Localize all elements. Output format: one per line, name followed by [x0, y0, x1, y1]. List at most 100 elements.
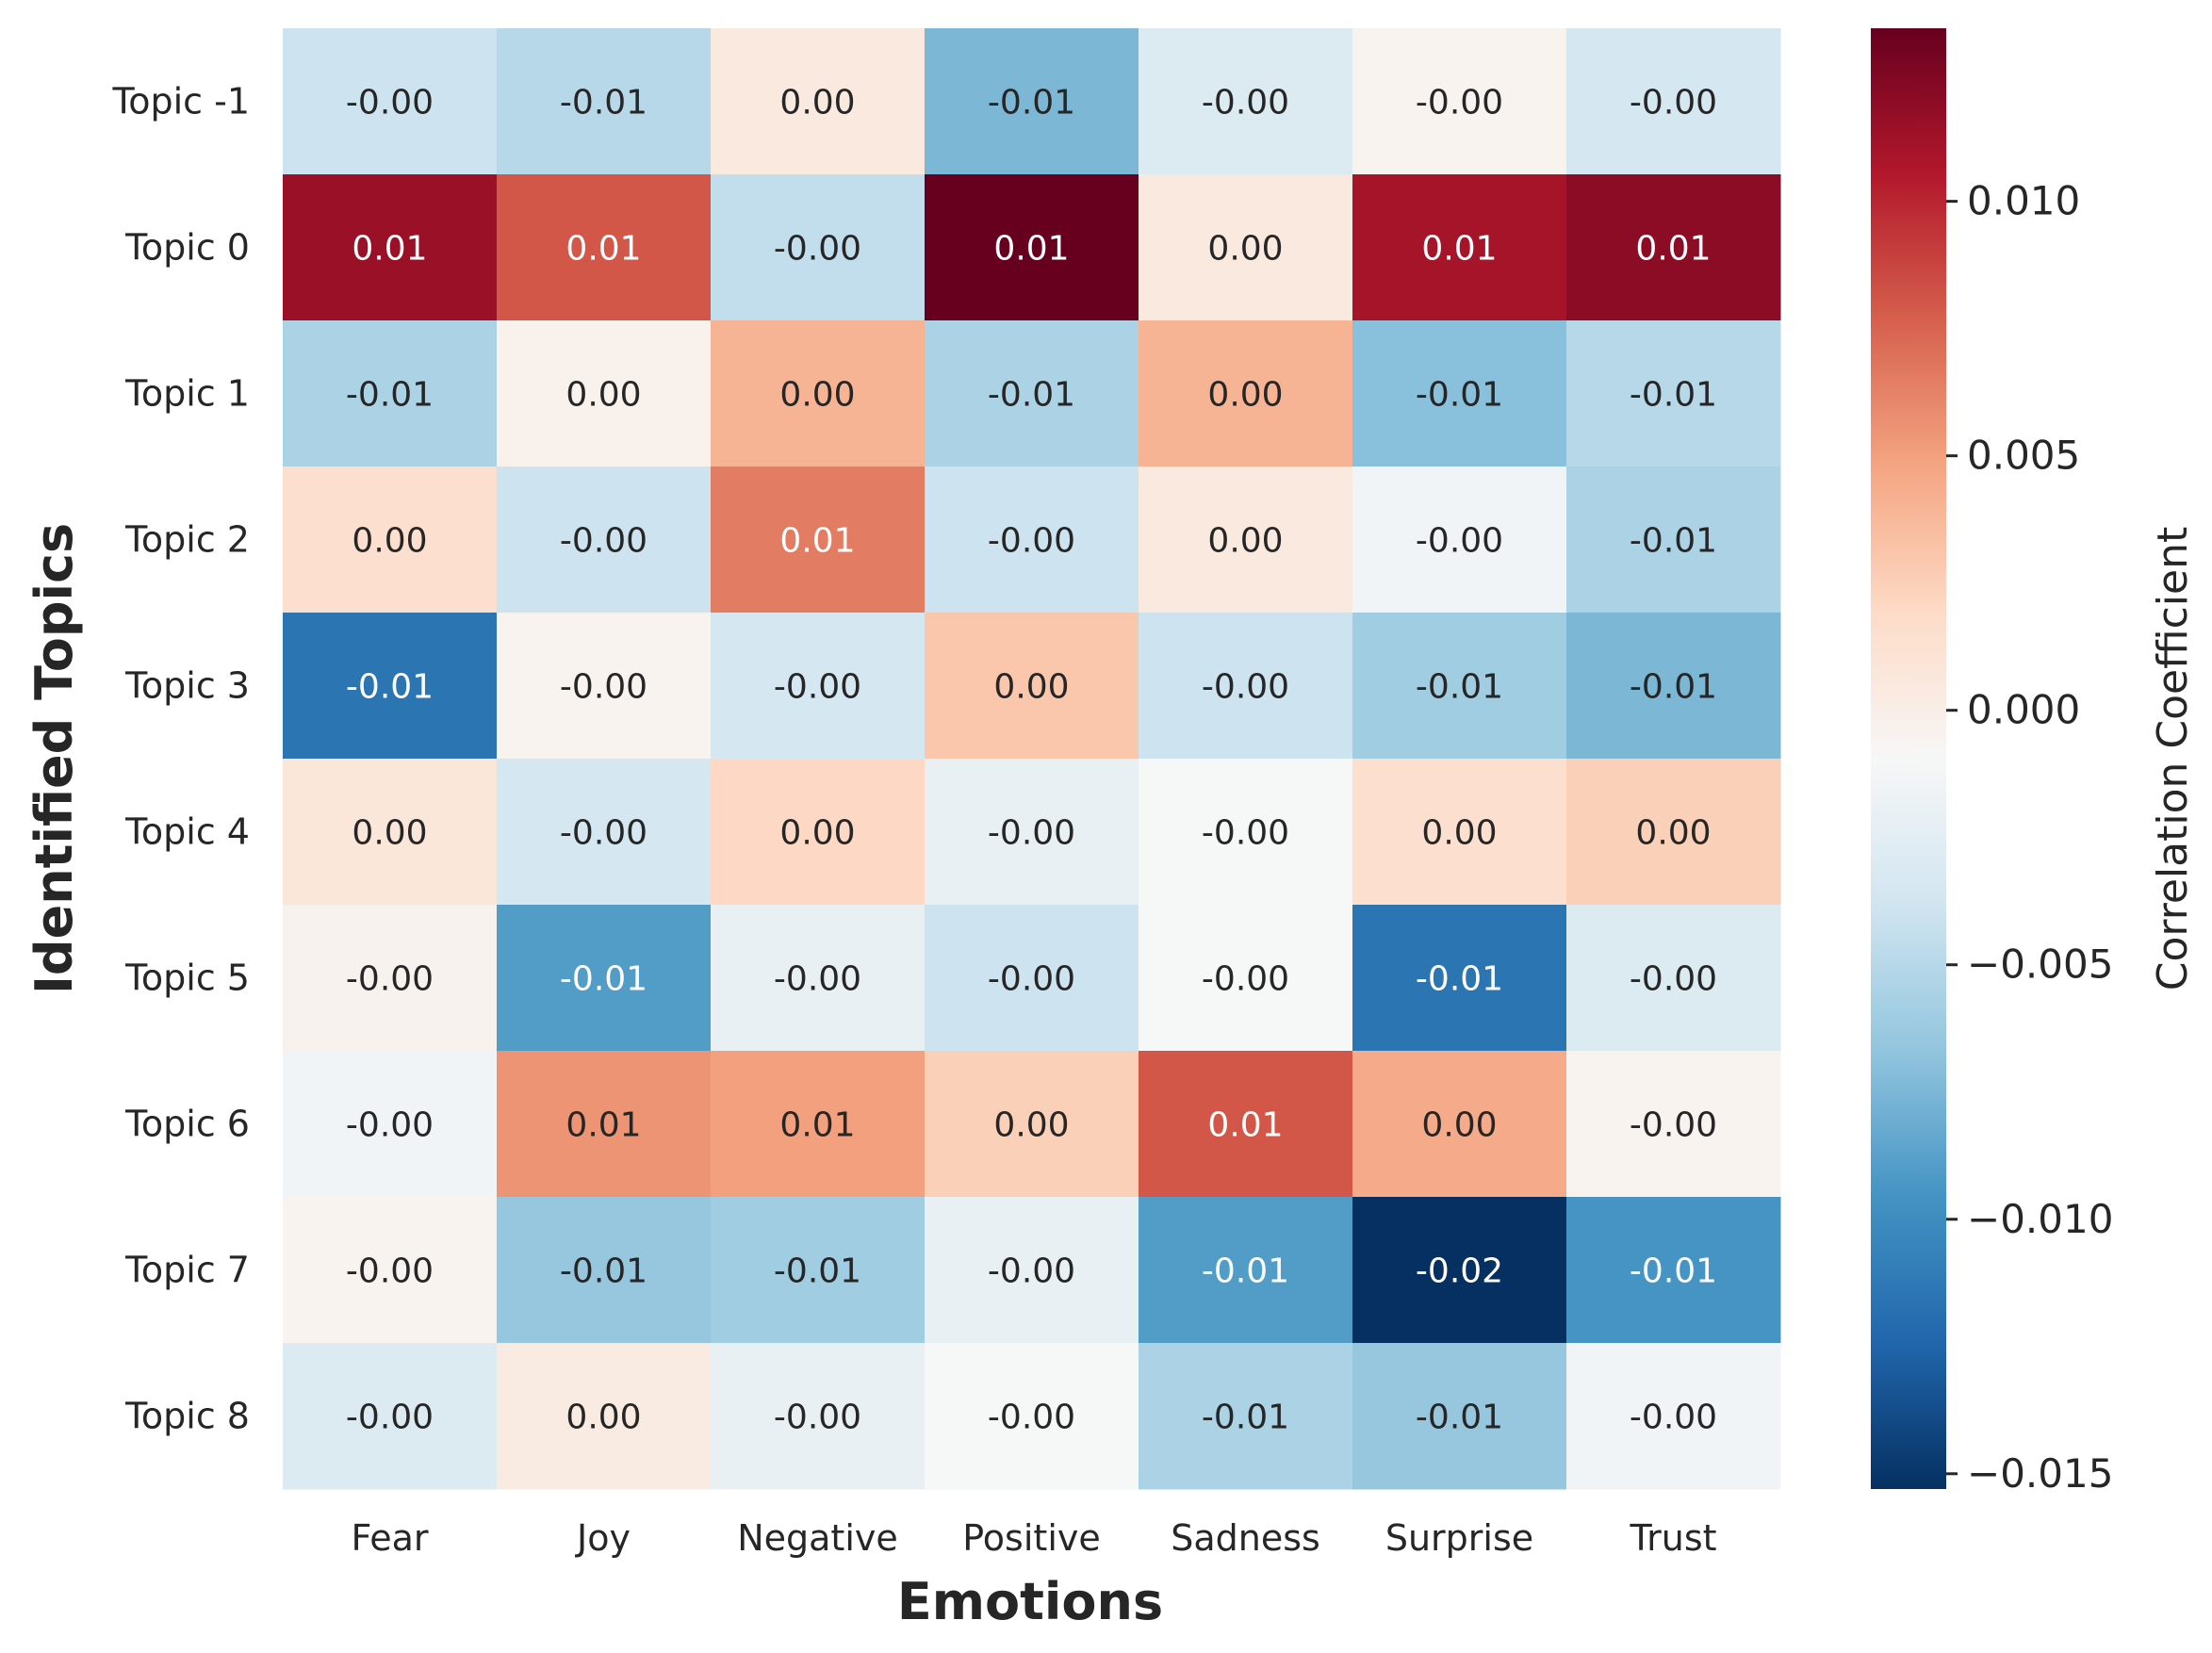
heatmap-cell-value: -0.01	[988, 376, 1075, 415]
heatmap-cell	[1139, 1051, 1353, 1198]
heatmap-cell	[497, 1343, 712, 1490]
heatmap-cell-value: 0.01	[565, 230, 641, 269]
heatmap-cell-value: 0.00	[565, 1399, 641, 1437]
heatmap-cell	[1352, 466, 1567, 614]
x-axis-tick-labels: Fear Joy Negative Positive Sadness Surprise Tr…	[351, 1517, 1716, 1559]
y-tick-label: Topic 8	[124, 1396, 250, 1437]
heatmap-cell	[1352, 1051, 1567, 1198]
x-tick-label: Trust	[1629, 1517, 1716, 1559]
heatmap-cell-value: -0.01	[988, 84, 1075, 123]
heatmap-cell	[283, 174, 498, 321]
heatmap-cell-value: 0.01	[565, 1106, 641, 1145]
heatmap-cell	[925, 613, 1139, 760]
heatmap-cell-value: 0.00	[779, 84, 855, 123]
heatmap-cell	[711, 759, 926, 906]
heatmap-cell-value: -0.00	[988, 960, 1075, 999]
heatmap-cell-value: -0.00	[346, 1252, 434, 1291]
heatmap-cell	[711, 28, 926, 175]
heatmap-cell	[283, 759, 498, 906]
heatmap-cell-value: 0.01	[993, 230, 1069, 269]
heatmap-cell-value: -0.01	[1416, 376, 1503, 415]
heatmap-cell	[711, 1197, 926, 1344]
heatmap-cell-value: -0.01	[560, 84, 647, 123]
heatmap-cell-value: 0.01	[1207, 1106, 1283, 1145]
heatmap-cell	[1139, 1197, 1353, 1344]
heatmap-cell-value: -0.01	[1202, 1252, 1289, 1291]
y-tick-label: Topic 3	[124, 665, 250, 707]
heatmap-cell-value: 0.00	[1421, 814, 1497, 853]
y-tick-label: Topic 4	[124, 811, 250, 853]
heatmap-cell	[1352, 28, 1567, 175]
heatmap-cell	[1352, 320, 1567, 467]
heatmap-cell-value: -0.01	[1630, 522, 1717, 561]
heatmap-cell-value: 0.01	[1635, 230, 1711, 269]
heatmap-cell	[711, 1343, 926, 1490]
heatmap-cell-value: 0.00	[1207, 230, 1283, 269]
colorbar	[1871, 28, 1946, 1489]
heatmap-cell-value: -0.00	[346, 1399, 434, 1437]
heatmap-cell-value: 0.01	[1421, 230, 1497, 269]
heatmap-cell-value: -0.00	[1202, 668, 1289, 707]
heatmap-cell	[1352, 613, 1567, 760]
heatmap-cell	[711, 174, 926, 321]
heatmap-cell-value: -0.01	[1202, 1399, 1289, 1437]
heatmap-cell	[497, 613, 712, 760]
heatmap-cell	[711, 320, 926, 467]
heatmap-cell-value: 0.00	[779, 814, 855, 853]
heatmap-cell	[1566, 1051, 1781, 1198]
heatmap-cell-value: -0.00	[1630, 960, 1717, 999]
colorbar-title: Correlation Coefficient	[2149, 527, 2197, 991]
heatmap-cell-value: 0.01	[352, 230, 427, 269]
heatmap-cell	[1139, 613, 1353, 760]
heatmap-cell-value: -0.00	[1630, 84, 1717, 123]
x-tick-label: Joy	[575, 1517, 631, 1559]
heatmap-cell	[283, 613, 498, 760]
heatmap-cell-value: 0.00	[1421, 1106, 1497, 1145]
heatmap-cell	[1566, 28, 1781, 175]
heatmap-cell-value: 0.00	[993, 668, 1069, 707]
colorbar-tick-label: 0.010	[1967, 178, 2080, 224]
heatmap-cell	[497, 1051, 712, 1198]
colorbar-tick-label: 0.005	[1967, 433, 2080, 479]
heatmap-cell	[925, 1197, 1139, 1344]
heatmap-cell	[283, 28, 498, 175]
heatmap-cell-value: -0.00	[988, 1399, 1075, 1437]
heatmap-cell	[1352, 905, 1567, 1052]
heatmap-cell	[925, 759, 1139, 906]
heatmap-cell-labels: -0.00 -0.01 0.00 -0.01 -0.00 -0.00 -0.00 0.01 0.…	[346, 84, 1717, 1437]
heatmap-cell	[1139, 28, 1353, 175]
heatmap-cell-value: -0.00	[774, 230, 861, 269]
x-tick-label: Sadness	[1171, 1517, 1320, 1559]
heatmap-cell	[1566, 1197, 1781, 1344]
heatmap-cell-value: -0.00	[988, 522, 1075, 561]
y-tick-label: Topic -1	[111, 81, 250, 123]
heatmap-cell-value: -0.01	[346, 376, 434, 415]
x-tick-label: Negative	[737, 1517, 898, 1559]
heatmap-cell	[1139, 759, 1353, 906]
heatmap-cell-value: 0.00	[1207, 522, 1283, 561]
heatmap-cell	[1352, 759, 1567, 906]
heatmap-cell-value: -0.00	[346, 84, 434, 123]
heatmap-cell	[711, 905, 926, 1052]
heatmap-cell	[497, 28, 712, 175]
heatmap-cell	[1139, 1343, 1353, 1490]
heatmap-cell	[925, 1051, 1139, 1198]
heatmap-cell-value: -0.00	[1202, 960, 1289, 999]
heatmap-cell	[1566, 320, 1781, 467]
heatmap-cell-value: -0.00	[346, 960, 434, 999]
y-tick-label: Topic 2	[124, 519, 250, 561]
heatmap-cell	[925, 320, 1139, 467]
y-axis-tick-labels: Topic -1 Topic 0 Topic 1 Topic 2 Topic 3 Topi…	[111, 81, 250, 1437]
heatmap-cell-value: -0.00	[560, 814, 647, 853]
heatmap-cell-value: -0.00	[1630, 1106, 1717, 1145]
heatmap-cell-value: -0.00	[1202, 84, 1289, 123]
heatmap-cell-value: 0.01	[779, 522, 855, 561]
y-tick-label: Topic 7	[124, 1250, 250, 1291]
heatmap-cell	[497, 1197, 712, 1344]
heatmap-cell	[711, 613, 926, 760]
heatmap-cell	[1566, 174, 1781, 321]
colorbar-tick-label: −0.010	[1967, 1196, 2113, 1242]
heatmap-cell	[283, 1197, 498, 1344]
heatmap-cell	[497, 759, 712, 906]
